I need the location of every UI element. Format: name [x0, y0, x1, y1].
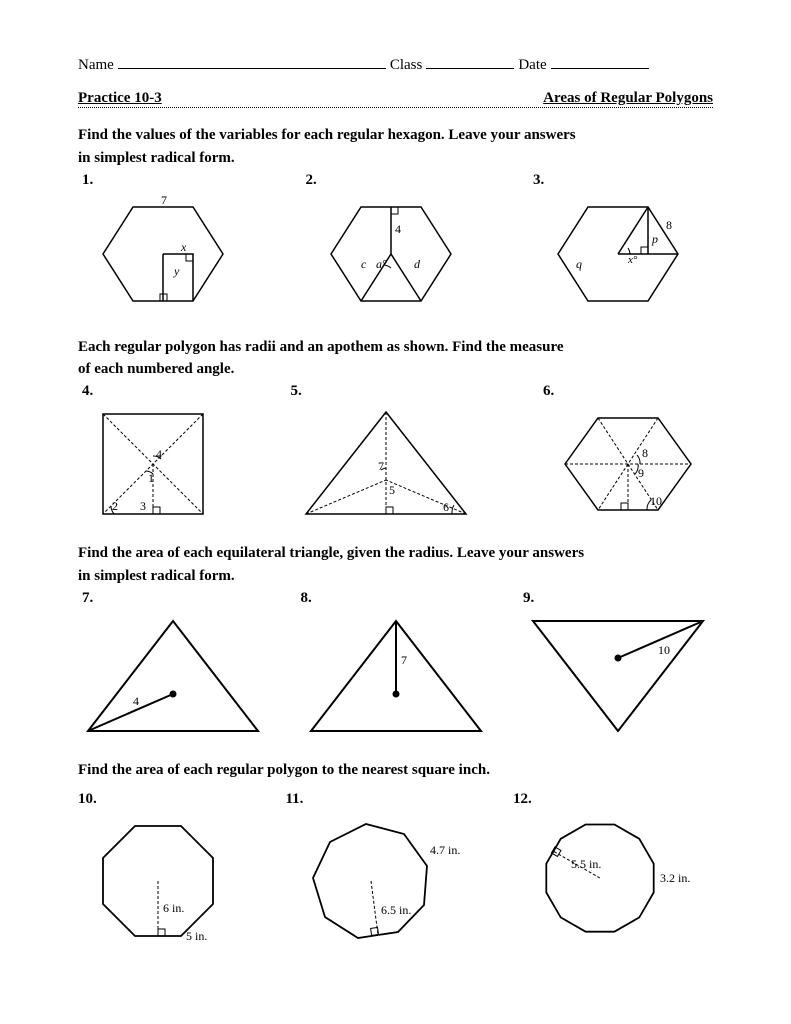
dodecagon-12: 5.5 in. 3.2 in. — [513, 814, 713, 949]
label-c: c — [361, 257, 367, 271]
hexagon-6: 8 9 10 — [543, 402, 713, 522]
problem-11-number: 11. — [286, 791, 476, 808]
practice-number: Practice 10-3 — [78, 90, 162, 107]
section3-instruction-l1: Find the area of each equilateral triang… — [78, 544, 713, 563]
hexagon-3: 8 q x° p — [533, 191, 713, 316]
angle-6: 6 — [443, 500, 449, 514]
problem-4: 4. 4 1 2 3 — [78, 383, 228, 522]
angle-7: 7 — [378, 459, 384, 473]
row-1: 1. 7 x y 2. — [78, 172, 713, 316]
label-x: x — [180, 240, 187, 254]
side-5in: 5 in. — [186, 929, 207, 943]
label-7: 7 — [161, 193, 167, 207]
hexagon-2: 4 c a° d — [306, 191, 476, 316]
problem-9-number: 9. — [523, 590, 713, 607]
date-label: Date — [518, 57, 546, 74]
octagon-10: 6 in. 5 in. — [78, 814, 248, 949]
section2-instruction-l2: of each numbered angle. — [78, 360, 713, 379]
row-4: 10. 6 in. 5 in. 11. — [78, 791, 713, 949]
problem-6: 6. 8 9 10 — [543, 383, 713, 522]
class-label: Class — [390, 57, 423, 74]
label-4: 4 — [395, 222, 401, 236]
problem-3: 3. 8 q x° p — [533, 172, 713, 316]
label-xdeg: x° — [627, 254, 638, 266]
angle-4: 4 — [156, 447, 162, 461]
angle-2: 2 — [112, 499, 118, 513]
problem-12: 12. 5.5 in. 3.2 in. — [513, 791, 713, 949]
triangle-7: 4 — [78, 609, 268, 739]
problem-11: 11. 4.7 in. 6.5 in. — [286, 791, 476, 949]
problem-4-number: 4. — [82, 383, 228, 400]
apothem-6in: 6 in. — [163, 901, 184, 915]
class-blank[interactable] — [426, 54, 514, 69]
radius-4: 4 — [133, 694, 139, 708]
problem-10: 10. 6 in. 5 in. — [78, 791, 248, 949]
apothem-5.5in: 5.5 in. — [571, 857, 601, 871]
label-d: d — [414, 257, 421, 271]
angle-9: 9 — [638, 466, 644, 480]
problem-8: 8. 7 — [301, 590, 491, 739]
label-p: p — [651, 232, 658, 246]
radius-10: 10 — [658, 643, 670, 657]
angle-1: 1 — [148, 471, 154, 485]
section4-instruction: Find the area of each regular polygon to… — [78, 761, 713, 780]
apothem-6.5in: 6.5 in. — [381, 903, 411, 917]
hexagon-1: 7 x y — [78, 191, 248, 316]
worksheet-page: Name Class Date Practice 10-3 Areas of R… — [0, 0, 791, 1024]
practice-heading: Practice 10-3 Areas of Regular Polygons — [78, 90, 713, 108]
angle-10: 10 — [650, 494, 662, 508]
date-blank[interactable] — [551, 54, 649, 69]
nonagon-11: 4.7 in. 6.5 in. — [286, 814, 476, 949]
row-2: 4. 4 1 2 3 5. — [78, 383, 713, 522]
square-4: 4 1 2 3 — [78, 402, 228, 522]
problem-12-number: 12. — [513, 791, 713, 808]
triangle-5: 7 5 6 — [291, 402, 481, 522]
label-q: q — [576, 257, 582, 271]
section1-instruction-l1: Find the values of the variables for eac… — [78, 126, 713, 145]
triangle-8: 7 — [301, 609, 491, 739]
label-y: y — [173, 264, 180, 278]
triangle-9: 10 — [523, 609, 713, 739]
section2-instruction-l1: Each regular polygon has radii and an ap… — [78, 338, 713, 357]
problem-7-number: 7. — [82, 590, 268, 607]
side-3.2in: 3.2 in. — [660, 871, 690, 885]
name-blank[interactable] — [118, 54, 386, 69]
problem-8-number: 8. — [301, 590, 491, 607]
problem-5-number: 5. — [291, 383, 481, 400]
problem-10-number: 10. — [78, 791, 248, 808]
problem-6-number: 6. — [543, 383, 713, 400]
problem-7: 7. 4 — [78, 590, 268, 739]
section1-instruction-l2: in simplest radical form. — [78, 149, 713, 168]
radius-7: 7 — [401, 653, 407, 667]
practice-topic: Areas of Regular Polygons — [543, 90, 713, 107]
label-a: a° — [376, 257, 387, 271]
header-line: Name Class Date — [78, 54, 713, 74]
problem-1-number: 1. — [82, 172, 248, 189]
angle-8: 8 — [642, 446, 648, 460]
name-label: Name — [78, 57, 114, 74]
problem-1: 1. 7 x y — [78, 172, 248, 316]
side-4.7in: 4.7 in. — [430, 843, 460, 857]
row-3: 7. 4 8. 7 9. — [78, 590, 713, 739]
section3-instruction-l2: in simplest radical form. — [78, 567, 713, 586]
angle-5: 5 — [389, 483, 395, 497]
angle-3: 3 — [140, 499, 146, 513]
problem-5: 5. 7 5 6 — [291, 383, 481, 522]
problem-9: 9. 10 — [523, 590, 713, 739]
problem-2: 2. 4 c a° d — [306, 172, 476, 316]
problem-2-number: 2. — [306, 172, 476, 189]
label-8: 8 — [666, 218, 672, 232]
problem-3-number: 3. — [533, 172, 713, 189]
